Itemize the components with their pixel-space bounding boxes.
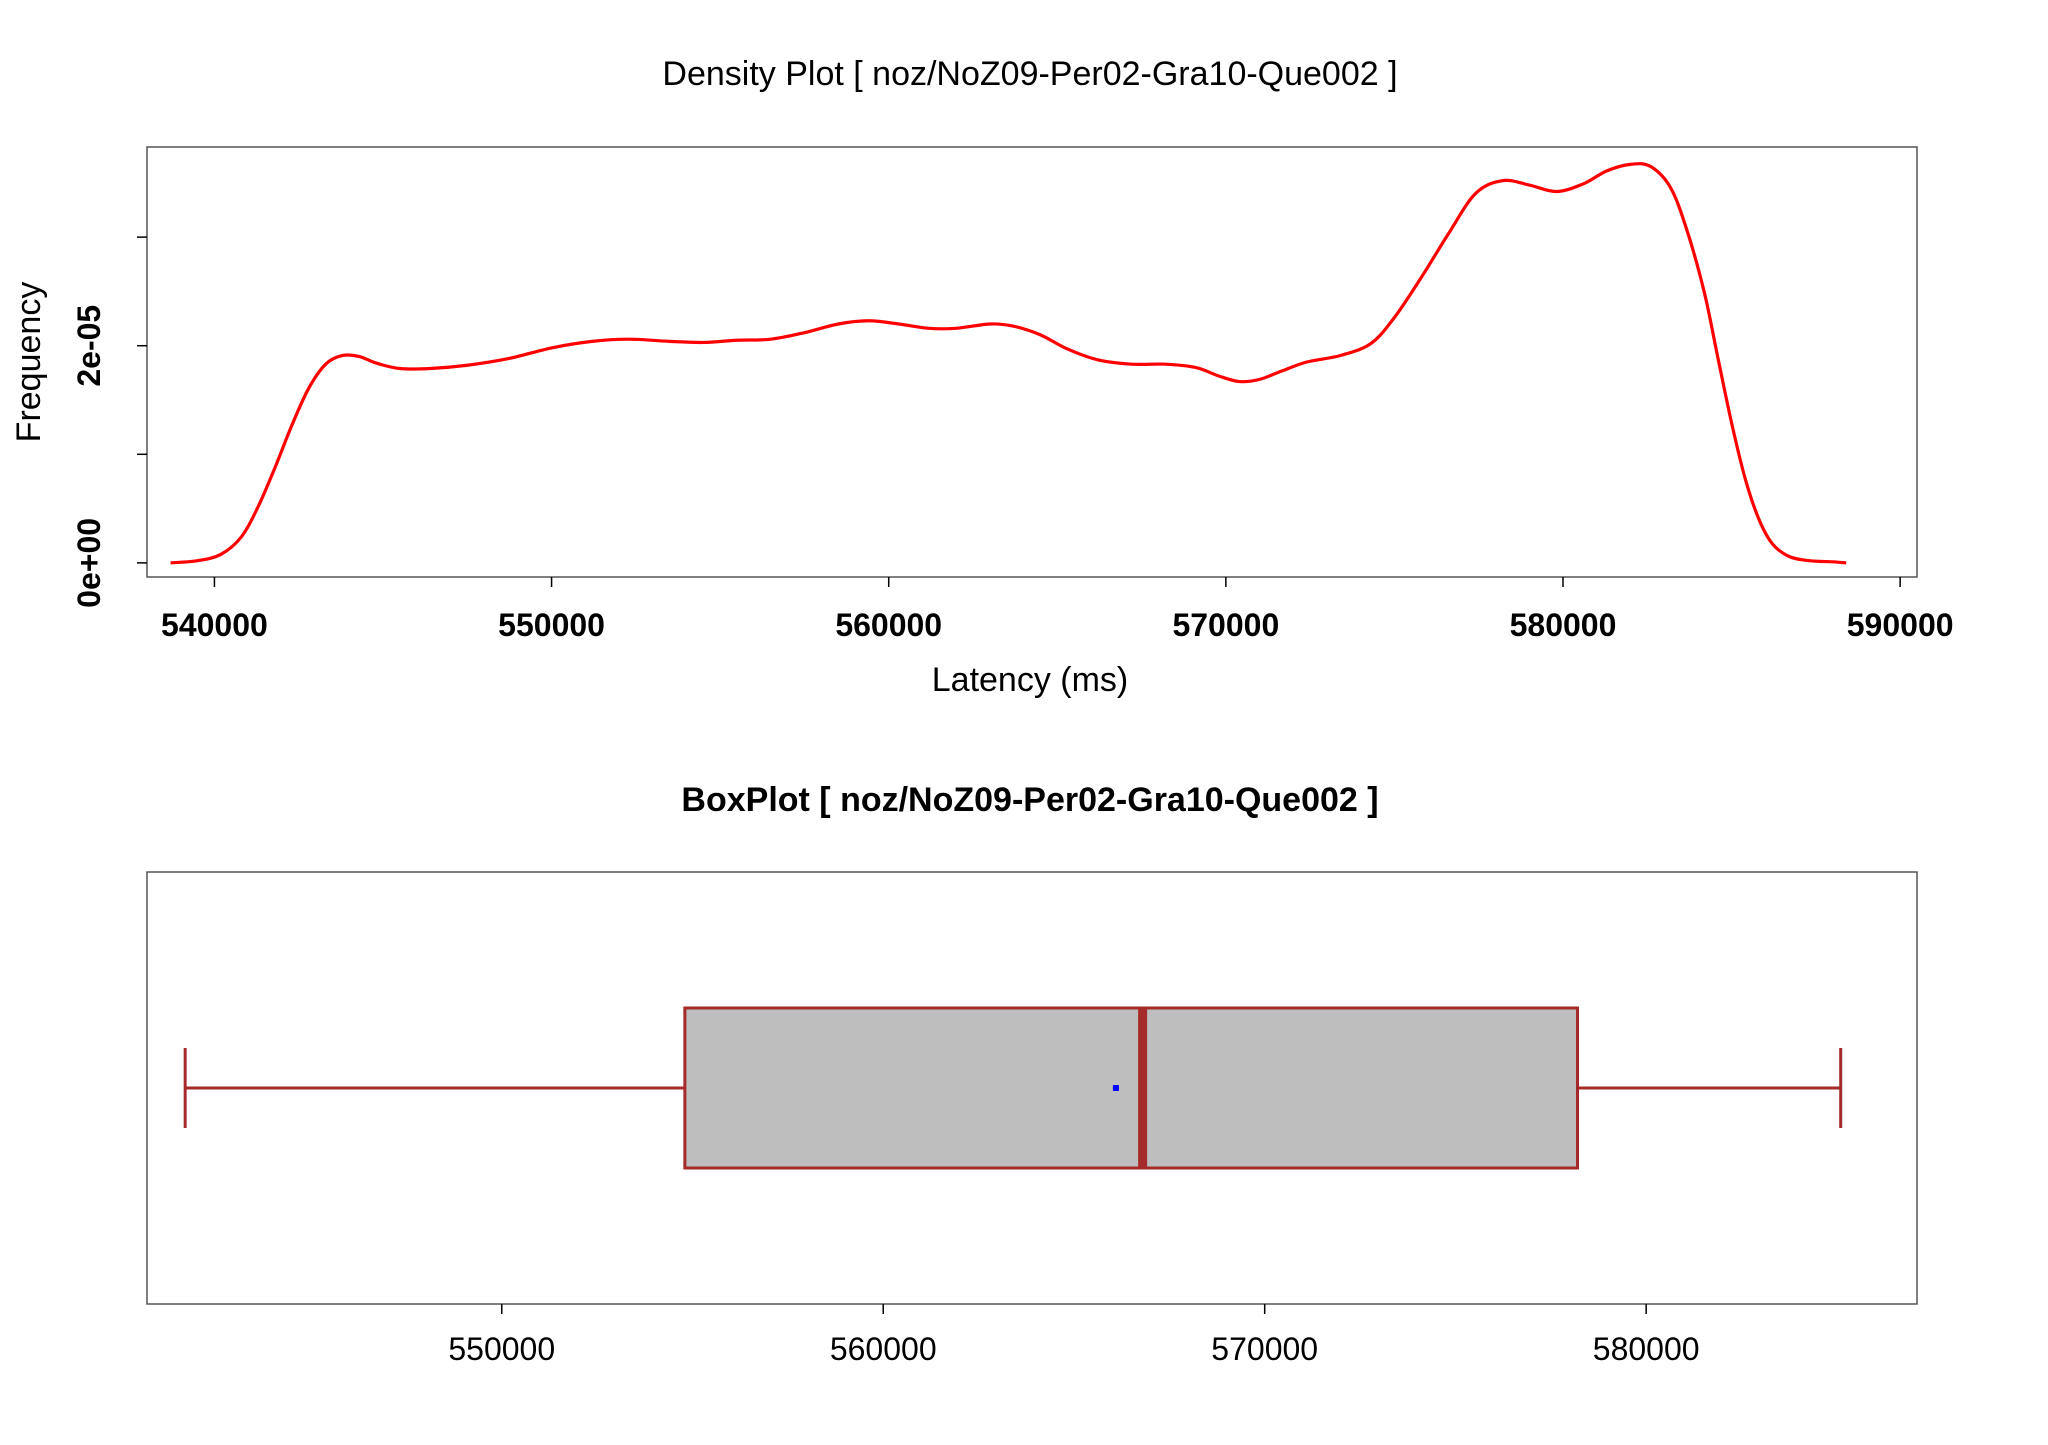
density-y-axis-label: Frequency — [10, 282, 48, 443]
boxplot-x-tick-label: 580000 — [1593, 1331, 1700, 1367]
density-plot-frame — [146, 146, 1918, 578]
boxplot-x-tick-label: 560000 — [830, 1331, 937, 1367]
density-title: Density Plot [ noz/NoZ09-Per02-Gra10-Que… — [662, 55, 1397, 93]
boxplot-x-tick-label: 570000 — [1211, 1331, 1318, 1367]
boxplot-mean-marker — [1112, 1085, 1119, 1091]
density-x-tick-label: 560000 — [835, 607, 942, 643]
density-x-tick-label: 540000 — [161, 607, 268, 643]
density-x-tick-label: 570000 — [1172, 607, 1279, 643]
boxplot-frame — [146, 871, 1918, 1305]
boxplot-x-tick-label: 550000 — [448, 1331, 555, 1367]
density-x-axis: 540000 550000 560000 570000 580000 590000 — [161, 577, 1954, 643]
boxplot-box — [683, 1006, 1579, 1170]
density-y-tick-label: 0e+00 — [71, 518, 107, 608]
density-x-tick-label: 550000 — [498, 607, 605, 643]
density-x-axis-label: Latency (ms) — [932, 661, 1129, 699]
boxplot-title: BoxPlot [ noz/NoZ09-Per02-Gra10-Que002 ] — [681, 781, 1378, 819]
boxplot-x-axis: 550000 560000 570000 580000 — [448, 1304, 1700, 1367]
density-y-axis: 0e+00 2e-05 — [71, 236, 147, 608]
density-x-tick-label: 590000 — [1847, 607, 1954, 643]
density-series-line — [170, 162, 1847, 565]
density-x-tick-label: 580000 — [1510, 607, 1617, 643]
density-y-tick-label: 2e-05 — [71, 305, 107, 387]
